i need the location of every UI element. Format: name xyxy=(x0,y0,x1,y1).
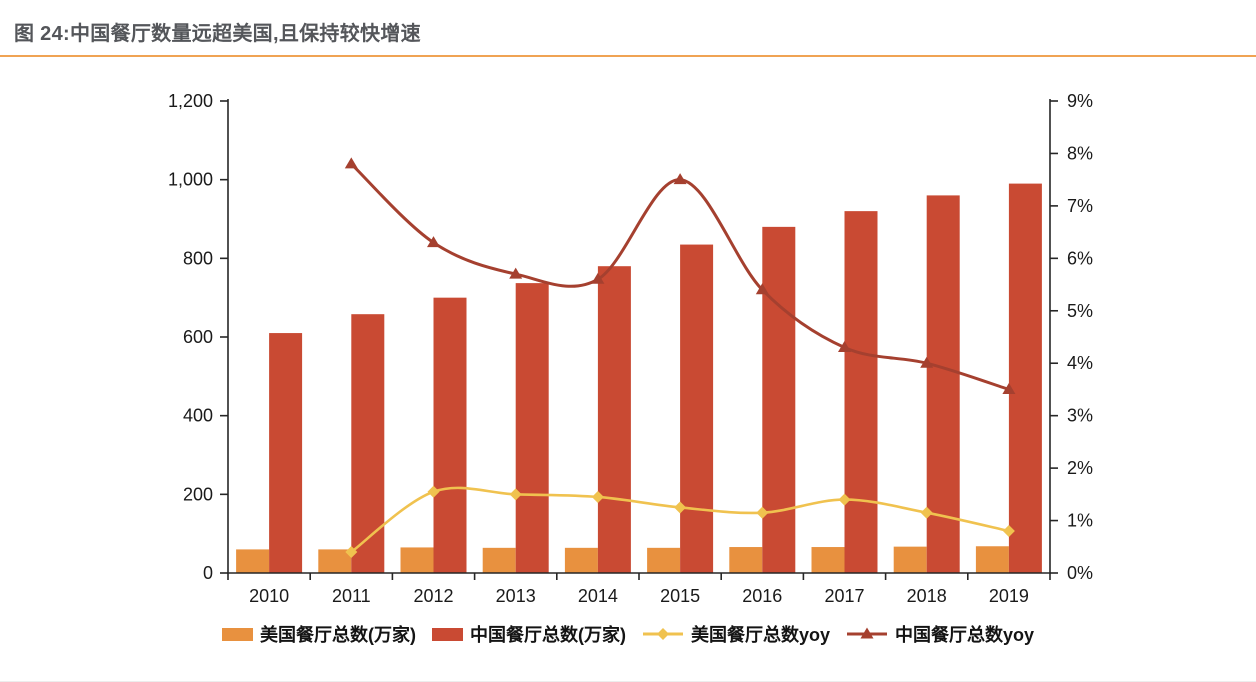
y-right-tick-label: 5% xyxy=(1067,301,1093,321)
x-tick-label: 2018 xyxy=(907,586,947,606)
y-left-tick-label: 200 xyxy=(183,484,213,504)
bar xyxy=(844,211,878,573)
diamond-marker-icon xyxy=(509,488,522,501)
triangle-marker-icon xyxy=(755,283,769,295)
triangle-marker-icon xyxy=(427,236,440,248)
y-left-tick-label: 1,200 xyxy=(168,91,213,111)
x-tick-label: 2019 xyxy=(989,586,1029,606)
triangle-marker-icon xyxy=(509,267,523,279)
legend-label: 美国餐厅总数(万家) xyxy=(259,625,416,645)
y-left-tick-label: 400 xyxy=(183,406,213,426)
diamond-marker-icon xyxy=(591,490,604,503)
y-left-tick-label: 1,000 xyxy=(168,170,213,190)
bar xyxy=(351,314,385,573)
bar xyxy=(318,549,352,573)
y-left-tick-label: 600 xyxy=(183,327,213,347)
bar xyxy=(893,546,927,573)
y-right-tick-label: 4% xyxy=(1067,353,1093,373)
bar xyxy=(729,547,763,573)
bar xyxy=(433,297,467,573)
y-right-tick-label: 7% xyxy=(1067,196,1093,216)
legend-item-us-total: 美国餐厅总数(万家) xyxy=(221,621,416,647)
x-tick-label: 2017 xyxy=(824,586,864,606)
bar xyxy=(269,333,303,573)
x-tick-label: 2013 xyxy=(496,586,536,606)
bar xyxy=(400,547,434,573)
y-right-tick-label: 9% xyxy=(1067,91,1093,111)
cn-yoy-line-swatch-icon xyxy=(846,625,888,643)
x-tick-label: 2010 xyxy=(249,586,289,606)
y-right-tick-label: 3% xyxy=(1067,406,1093,426)
x-tick-label: 2011 xyxy=(332,586,371,606)
bar xyxy=(236,549,270,573)
us-total-bar-swatch-icon xyxy=(221,627,253,641)
y-left-tick-label: 0 xyxy=(203,563,213,583)
legend-label: 美国餐厅总数yoy xyxy=(690,625,830,645)
bar xyxy=(680,244,714,574)
bar xyxy=(515,283,549,573)
legend-item-cn-total: 中国餐厅总数(万家) xyxy=(431,621,626,647)
chart-legend: 美国餐厅总数(万家) 中国餐厅总数(万家) 美国餐厅总数yoy 中国餐厅总数yo… xyxy=(0,617,1256,651)
x-tick-label: 2012 xyxy=(413,586,453,606)
x-tick-label: 2016 xyxy=(742,586,782,606)
bar xyxy=(811,547,845,573)
cn-total-bar-swatch-icon xyxy=(431,627,463,641)
triangle-marker-icon xyxy=(838,340,851,352)
bar xyxy=(975,546,1009,573)
bar xyxy=(647,547,681,573)
bar xyxy=(482,547,516,573)
us-yoy-line-swatch-icon xyxy=(642,625,684,643)
y-right-tick-label: 1% xyxy=(1067,511,1093,531)
y-right-tick-label: 6% xyxy=(1067,248,1093,268)
triangle-marker-icon xyxy=(591,272,605,284)
bar xyxy=(762,226,796,573)
triangle-marker-icon xyxy=(920,356,934,368)
bar xyxy=(564,547,598,573)
x-tick-label: 2015 xyxy=(660,586,700,606)
bar-series-1 xyxy=(269,183,1042,574)
y-right-tick-label: 0% xyxy=(1067,563,1093,583)
y-right-tick-label: 8% xyxy=(1067,143,1093,163)
diamond-marker-icon xyxy=(427,485,440,498)
diamond-marker-icon xyxy=(756,506,769,519)
diamond-marker-icon xyxy=(1002,525,1015,538)
legend-item-cn-yoy: 中国餐厅总数yoy xyxy=(846,621,1034,647)
y-left-tick-label: 800 xyxy=(183,248,213,268)
diamond-marker-icon xyxy=(345,546,358,559)
diamond-marker-icon xyxy=(838,493,851,506)
figure-title: 图 24:中国餐厅数量远超美国,且保持较快增速 xyxy=(14,23,421,45)
y-right-tick-label: 2% xyxy=(1067,458,1093,478)
bar-series-0 xyxy=(236,546,1009,573)
diamond-marker-icon xyxy=(920,506,933,519)
bar xyxy=(1008,183,1042,573)
legend-label: 中国餐厅总数(万家) xyxy=(469,625,626,645)
x-tick-label: 2014 xyxy=(578,586,618,606)
line-series xyxy=(344,157,1016,394)
bar xyxy=(597,266,631,573)
bar xyxy=(926,195,960,573)
legend-item-us-yoy: 美国餐厅总数yoy xyxy=(642,621,830,647)
triangle-marker-icon xyxy=(1002,382,1016,394)
triangle-marker-icon xyxy=(673,173,687,185)
title-underline-rule xyxy=(0,55,1256,57)
diamond-marker-icon xyxy=(674,501,687,514)
line-series xyxy=(345,485,1015,559)
legend-label: 中国餐厅总数yoy xyxy=(895,625,1035,645)
triangle-marker-icon xyxy=(344,157,358,169)
